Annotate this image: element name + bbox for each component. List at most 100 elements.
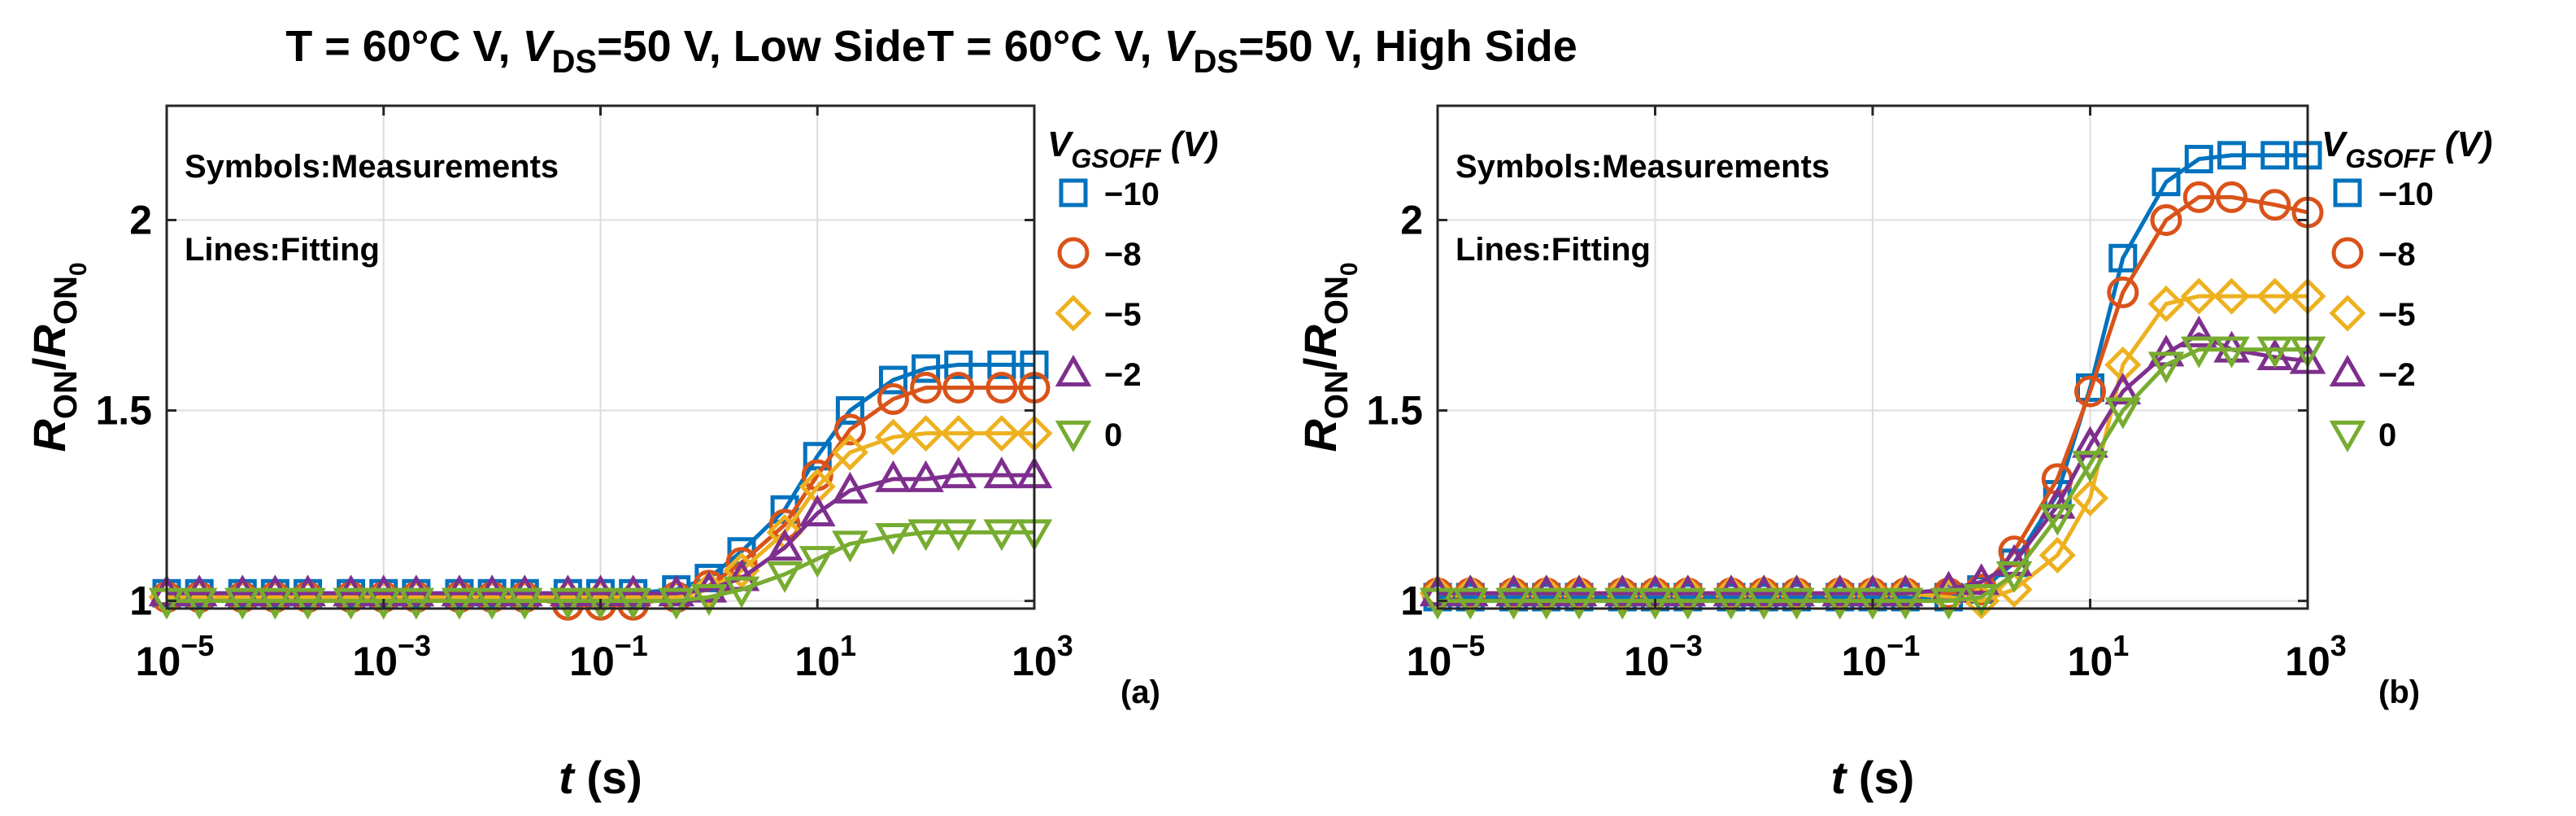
marker-circle [877,383,909,415]
x-tick-exponent: 3 [2330,629,2347,662]
title-var: V [522,22,555,71]
x-tick-exponent: 1 [2113,629,2129,662]
annotation: Symbols:Measurements [185,149,559,185]
marker-triangle-down [2039,504,2076,536]
legend-entry: 0 [1055,417,1122,453]
legend-label: −8 [2378,237,2416,273]
marker-triangle-down [2180,336,2217,369]
y-label-den-subsub: 0 [1336,262,1363,276]
legend-label: 0 [1104,417,1122,453]
x-tick-label: 101 [2068,629,2130,684]
x-tick-base: 10 [2068,639,2113,684]
marker-square [944,350,973,379]
marker-triangle-up [766,529,803,561]
series-4 [1419,336,2326,620]
x-tick-base: 10 [2285,639,2330,684]
marker-triangle-down [940,519,977,552]
marker-square [2333,178,2362,207]
marker-triangle-down [1560,587,1598,620]
x-label-var: t [559,752,576,803]
x-tick-label: 10−5 [1407,629,1486,684]
marker-circle [2074,375,2106,408]
marker-triangle-up [907,460,944,492]
marker-circle [2107,276,2139,308]
legend-entry: −2 [2329,354,2416,393]
marker-triangle-down [766,561,803,593]
legend-label: 0 [2378,417,2396,453]
x-tick-exponent: −3 [1669,629,1703,662]
marker-square [2152,168,2181,197]
marker-triangle-down [1854,587,1891,620]
marker-triangle-down [1603,587,1641,620]
tick-marks [165,106,1036,609]
x-tick-base: 10 [1407,639,1452,684]
marker-diamond [940,415,977,452]
x-tick-exponent: −3 [398,629,431,662]
legend-entry: −8 [2331,237,2416,273]
x-tick-base: 10 [569,639,615,684]
marker-triangle-up [940,456,977,489]
panel-label: (a) [1120,674,1160,710]
x-axis-label: t (s) [1831,752,1915,803]
series-4 [148,519,1053,620]
marker-diamond [723,552,760,589]
y-label-den-sub: ON [1319,276,1355,325]
legend-title-sub: GSOFF [2345,144,2436,173]
marker-triangle-down [506,587,543,620]
legend-label: −5 [2378,297,2416,333]
marker-triangle-down [1963,583,2000,616]
marker-triangle-down [289,587,326,620]
x-tick-label: 103 [1012,629,1073,684]
marker-triangle-down [875,523,912,556]
title-sub: DS [552,44,598,80]
marker-triangle-up [1963,563,2000,596]
marker-triangle-up [2180,315,2217,347]
y-label-slash: / [24,357,75,370]
marker-square [912,354,941,383]
marker-circle [2150,203,2182,236]
marker-triangle-down [1451,587,1489,620]
marker-triangle-down [257,587,294,620]
panel-label: (b) [2378,674,2420,710]
y-label-den: R [24,325,75,358]
marker-triangle-down [2213,336,2250,369]
x-tick-label: 10−5 [136,629,215,684]
x-tick-exponent: −1 [1886,629,1920,662]
title-var: V [1164,22,1196,71]
y-label-slash: / [1295,357,1346,370]
x-tick-base: 10 [136,639,181,684]
legend-entry: −5 [1055,295,1142,333]
title-prefix: T = 60°C V, [285,22,522,71]
marker-triangle-up [832,471,868,504]
legend-label: −2 [1104,357,1142,393]
legend-title-sub: GSOFF [1071,144,1162,173]
x-tick-base: 10 [352,639,398,684]
marker-triangle-up [875,460,912,492]
x-label-var: t [1831,752,1848,803]
marker-triangle-down [473,587,511,620]
legend-title-unit: (V) [1161,124,1219,164]
title-suffix: =50 V, Low Side [597,22,926,71]
marker-circle [833,413,866,446]
marker-diamond [2147,285,2185,322]
marker-square [2261,141,2290,170]
marker-triangle-up [2072,425,2108,458]
marker-circle [2182,181,2215,213]
marker-triangle-down [2147,351,2185,384]
marker-diamond [2071,479,2109,517]
x-tick-label: 101 [794,629,856,684]
chart-title: T = 60°C V, VDS=50 V, Low Side [285,22,926,80]
marker-triangle-down [1886,587,1924,620]
x-tick-exponent: −1 [615,629,648,662]
marker-triangle-down [2104,397,2142,430]
x-tick-label: 10−3 [1624,629,1703,684]
marker-triangle-down [1712,587,1750,620]
marker-triangle-down [2256,336,2294,369]
marker-triangle-down [1055,421,1092,453]
legend-title-var: V [1047,124,1074,164]
marker-triangle-down [1745,587,1782,620]
x-tick-label: 103 [2285,629,2347,684]
